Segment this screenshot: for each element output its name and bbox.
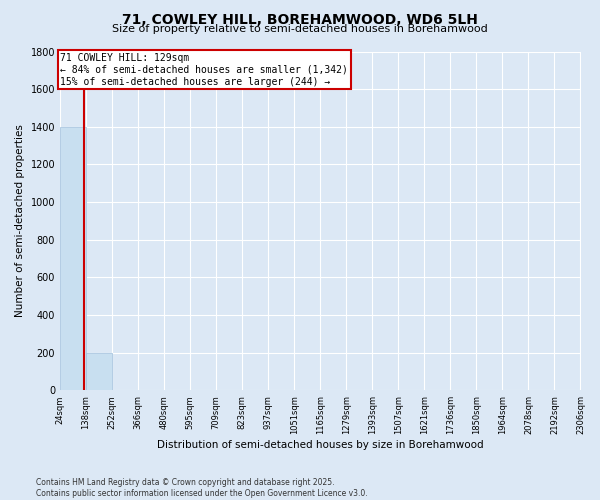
- Text: 71 COWLEY HILL: 129sqm
← 84% of semi-detached houses are smaller (1,342)
15% of : 71 COWLEY HILL: 129sqm ← 84% of semi-det…: [61, 54, 349, 86]
- X-axis label: Distribution of semi-detached houses by size in Borehamwood: Distribution of semi-detached houses by …: [157, 440, 484, 450]
- Text: Contains HM Land Registry data © Crown copyright and database right 2025.
Contai: Contains HM Land Registry data © Crown c…: [36, 478, 368, 498]
- Bar: [86, 352, 112, 391]
- Text: Size of property relative to semi-detached houses in Borehamwood: Size of property relative to semi-detach…: [112, 24, 488, 34]
- Bar: [60, 127, 86, 390]
- Text: 71, COWLEY HILL, BOREHAMWOOD, WD6 5LH: 71, COWLEY HILL, BOREHAMWOOD, WD6 5LH: [122, 12, 478, 26]
- Y-axis label: Number of semi-detached properties: Number of semi-detached properties: [15, 124, 25, 318]
